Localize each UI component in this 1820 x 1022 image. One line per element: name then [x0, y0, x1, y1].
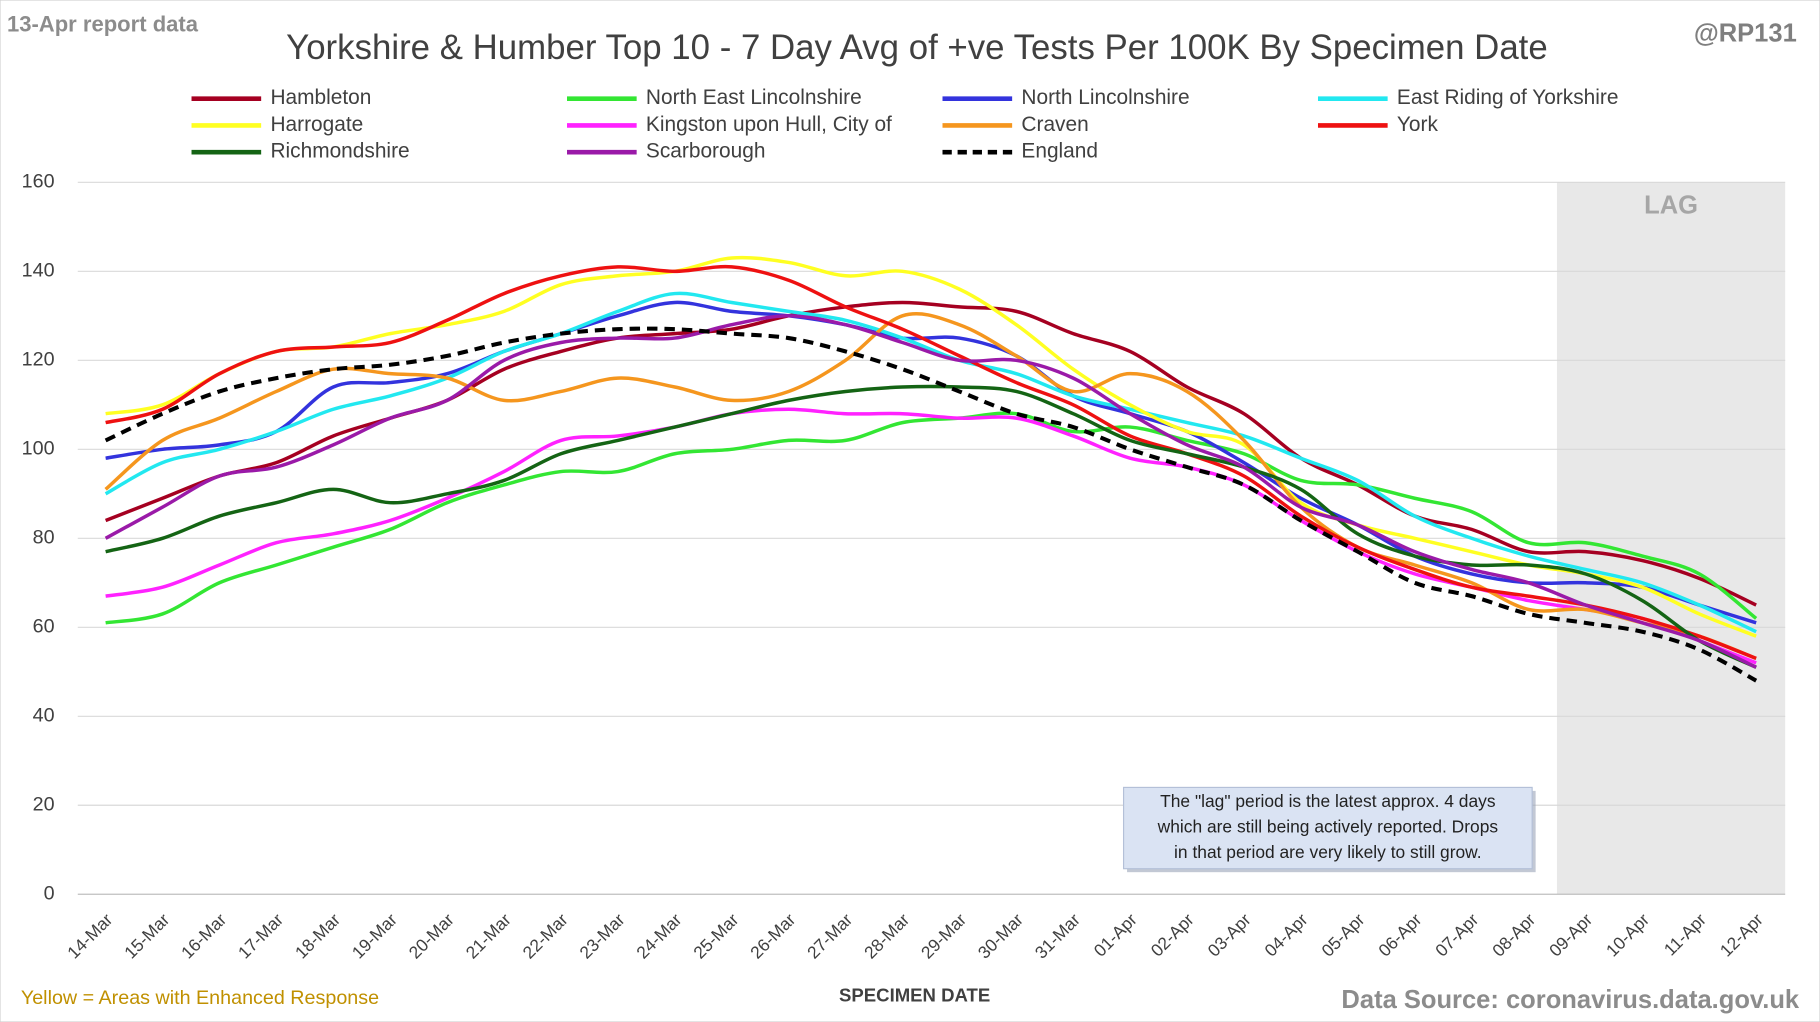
y-tick-label: 20	[33, 793, 55, 815]
lag-label: LAG	[1644, 191, 1698, 219]
legend-label: York	[1397, 113, 1439, 136]
x-axis-label: SPECIMEN DATE	[839, 984, 990, 1005]
annotation-text: which are still being actively reported.…	[1157, 817, 1499, 837]
legend-label: Kingston upon Hull, City of	[646, 113, 892, 136]
annotation-text: in that period are very likely to still …	[1174, 842, 1482, 862]
legend-label: Richmondshire	[270, 140, 409, 163]
y-tick-label: 120	[22, 349, 55, 371]
legend-label: Scarborough	[646, 140, 766, 163]
footer-left: Yellow = Areas with Enhanced Response	[21, 987, 379, 1009]
series-line	[104, 326, 1758, 683]
y-tick-label: 60	[33, 615, 55, 637]
y-tick-label: 40	[33, 704, 55, 726]
series-line	[104, 314, 1757, 669]
annotation-text: The "lag" period is the latest approx. 4…	[1160, 791, 1496, 811]
chart-title: Yorkshire & Humber Top 10 - 7 Day Avg of…	[286, 28, 1548, 67]
series-line	[104, 312, 1757, 661]
series-line	[105, 264, 1757, 661]
author: @RP131	[1694, 20, 1797, 48]
annotation-box	[1122, 786, 1533, 870]
y-tick-label: 100	[22, 438, 55, 460]
y-tick-label: 160	[22, 171, 55, 193]
legend-label: Harrogate	[270, 113, 363, 136]
legend-label: Hambleton	[270, 86, 371, 109]
lines-layer	[104, 255, 1758, 683]
footer-right: Data Source: coronavirus.data.gov.uk	[1341, 986, 1799, 1014]
legend-label: North Lincolnshire	[1021, 86, 1189, 109]
y-tick-label: 0	[44, 882, 55, 904]
legend-label: England	[1021, 140, 1098, 163]
legend-label: Craven	[1021, 113, 1088, 136]
legend-label: East Riding of Yorkshire	[1397, 86, 1619, 109]
series-line	[105, 300, 1757, 625]
series-line	[105, 384, 1757, 669]
report-note: 13-Apr report data	[7, 11, 199, 36]
series-line	[105, 411, 1758, 625]
y-tick-label: 80	[33, 527, 55, 549]
series-line	[105, 255, 1757, 638]
legend-label: North East Lincolnshire	[646, 86, 862, 109]
series-line	[104, 291, 1757, 634]
y-tick-label: 140	[22, 260, 55, 282]
